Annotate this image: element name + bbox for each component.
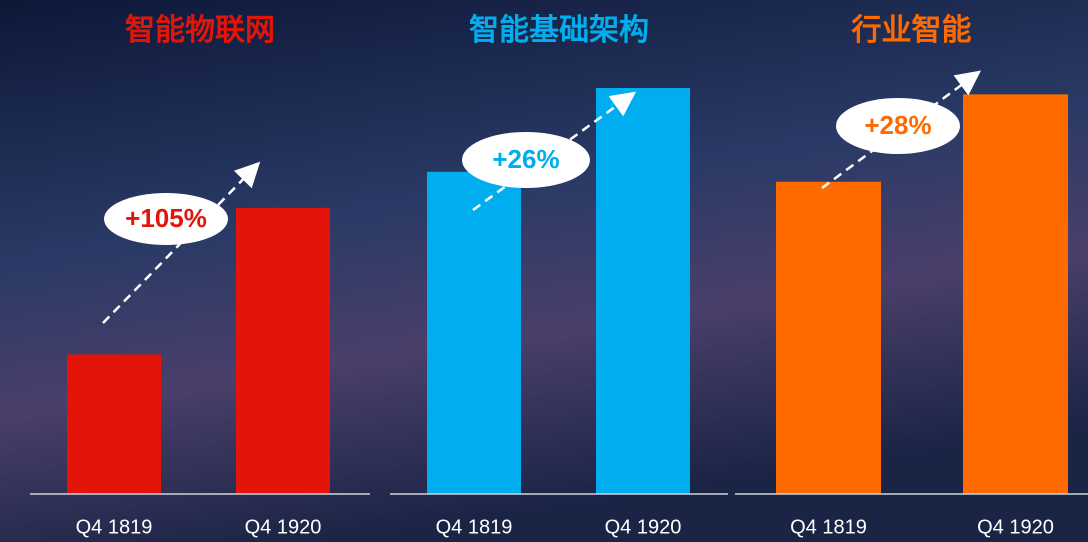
bar (67, 354, 161, 494)
annotation-bubble (836, 98, 960, 154)
x-tick-label: Q4 1819 (436, 516, 513, 538)
bar (427, 171, 521, 494)
x-tick-label: Q4 1819 (76, 516, 153, 538)
annotation-bubble (462, 132, 590, 188)
bar (776, 181, 881, 495)
x-tick-label: Q4 1920 (605, 516, 682, 538)
x-tick-label: Q4 1819 (790, 516, 867, 538)
growth-arrow (102, 161, 261, 324)
x-tick-label: Q4 1920 (977, 516, 1054, 538)
bar (963, 94, 1068, 494)
annotation-bubble (104, 193, 228, 245)
chart-title: 行业智能 (851, 14, 972, 47)
annotation: +105% (125, 203, 207, 233)
annotation: +28% (864, 110, 931, 140)
annotation: +26% (492, 144, 559, 174)
bar (596, 88, 690, 494)
x-tick-label: Q4 1920 (245, 516, 322, 538)
chart-title: 智能基础架构 (469, 14, 649, 47)
chart-title: 智能物联网 (125, 14, 275, 47)
bar (236, 207, 330, 494)
